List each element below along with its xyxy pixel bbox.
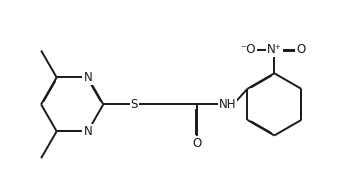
Text: O: O [192,137,201,150]
Text: N: N [83,125,92,138]
Text: N: N [83,71,92,84]
Text: O: O [296,43,306,56]
Text: S: S [131,98,138,111]
Text: ⁻O: ⁻O [240,43,256,56]
Text: N⁺: N⁺ [267,43,282,56]
Text: NH: NH [219,98,237,111]
